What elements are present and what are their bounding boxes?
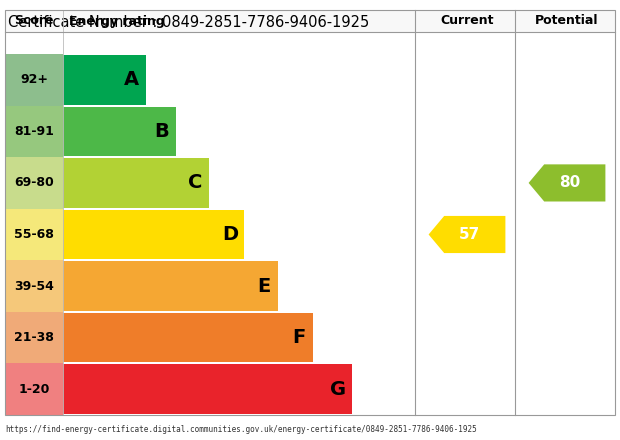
Text: G: G xyxy=(330,380,346,399)
Bar xyxy=(5,363,63,415)
Text: D: D xyxy=(222,225,238,244)
Bar xyxy=(63,210,244,259)
Bar xyxy=(63,364,352,414)
Bar xyxy=(5,312,63,363)
Text: 21-38: 21-38 xyxy=(14,331,54,344)
Text: 57: 57 xyxy=(459,227,480,242)
Bar xyxy=(5,157,63,209)
Text: A: A xyxy=(124,70,140,89)
Bar xyxy=(63,106,175,156)
Text: Energy rating: Energy rating xyxy=(69,15,165,27)
Text: 1-20: 1-20 xyxy=(19,383,50,396)
Text: E: E xyxy=(257,277,270,296)
Bar xyxy=(63,55,146,105)
Text: 69-80: 69-80 xyxy=(14,176,54,190)
Bar xyxy=(5,209,63,260)
Text: Current: Current xyxy=(440,15,494,27)
Bar xyxy=(5,106,63,157)
Text: https://find-energy-certificate.digital.communities.gov.uk/energy-certificate/08: https://find-energy-certificate.digital.… xyxy=(5,425,477,434)
Bar xyxy=(63,313,313,363)
Text: C: C xyxy=(188,173,202,192)
Bar xyxy=(5,10,615,32)
Text: Certificate Number : 0849-2851-7786-9406-1925: Certificate Number : 0849-2851-7786-9406… xyxy=(8,15,370,30)
Bar xyxy=(63,158,209,208)
Bar xyxy=(5,260,63,312)
Text: Score: Score xyxy=(14,15,54,27)
Text: 55-68: 55-68 xyxy=(14,228,54,241)
Polygon shape xyxy=(529,165,605,202)
Text: 39-54: 39-54 xyxy=(14,279,54,293)
Text: F: F xyxy=(292,328,306,347)
Polygon shape xyxy=(428,216,505,253)
Bar xyxy=(5,54,63,106)
Text: 92+: 92+ xyxy=(20,73,48,86)
Text: Potential: Potential xyxy=(535,15,599,27)
Text: 80: 80 xyxy=(559,176,580,191)
Text: B: B xyxy=(154,122,169,141)
Bar xyxy=(63,261,278,311)
Text: 81-91: 81-91 xyxy=(14,125,54,138)
